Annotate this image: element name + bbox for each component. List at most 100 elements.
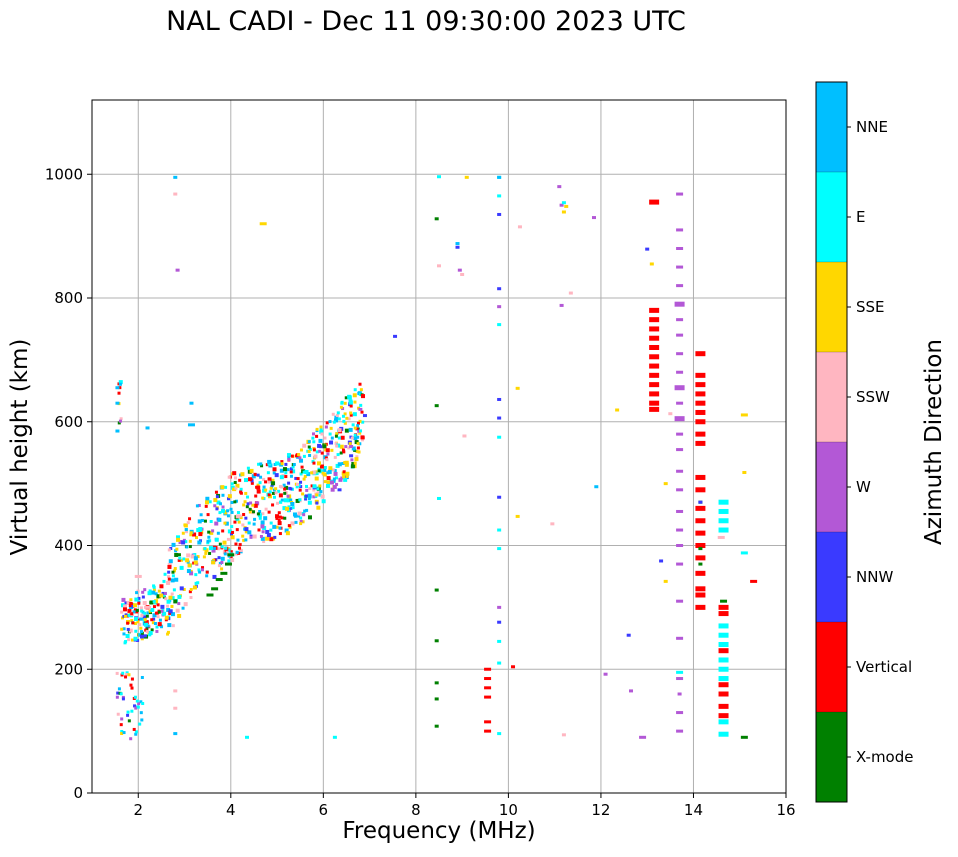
trace-echo (279, 468, 284, 473)
trace-echo (150, 628, 154, 632)
trace-echo (328, 420, 332, 424)
trace-echo (345, 474, 349, 478)
trace-echo (175, 608, 180, 613)
trace-echo (357, 391, 361, 395)
trace-echo (349, 404, 353, 408)
trace-echo (277, 511, 281, 515)
trace-echo (160, 604, 165, 609)
trace-echo (300, 465, 304, 469)
trace-echo (189, 587, 193, 591)
trace-echo (205, 496, 210, 501)
trace-echo (266, 471, 270, 475)
trace-echo (308, 495, 312, 499)
trace-echo (117, 421, 121, 425)
x-tick-label: 10 (499, 801, 518, 819)
trace-echo (170, 612, 175, 617)
trace-echo (308, 447, 312, 451)
trace-echo (302, 470, 306, 474)
trace-echo (279, 475, 284, 480)
trace-echo (229, 532, 233, 536)
trace-echo (334, 434, 338, 438)
trace-echo (214, 537, 219, 542)
trace-echo (162, 611, 167, 616)
trace-echo (307, 445, 311, 449)
trace-echo (259, 462, 263, 466)
trace-echo (360, 410, 364, 414)
trace-echo (145, 630, 149, 634)
trace-echo (186, 569, 191, 574)
echo-point (676, 711, 684, 715)
trace-echo (203, 547, 207, 551)
trace-echo (262, 540, 266, 544)
trace-echo (332, 479, 336, 483)
echo-point (497, 639, 502, 643)
trace-echo (124, 601, 128, 605)
trace-echo (278, 484, 282, 488)
trace-echo (255, 485, 259, 489)
trace-echo (122, 632, 126, 636)
trace-echo (214, 521, 219, 526)
trace-echo (356, 442, 360, 446)
trace-echo (217, 564, 221, 568)
trace-echo (230, 510, 234, 514)
trace-echo (227, 475, 231, 479)
low-echo (134, 732, 138, 736)
trace-echo (152, 617, 156, 621)
echo-point (434, 217, 439, 221)
trace-echo (192, 532, 197, 537)
echo-point (718, 623, 729, 629)
trace-echo (252, 510, 256, 514)
trace-echo (289, 467, 293, 471)
trace-echo (204, 548, 209, 553)
trace-echo (350, 458, 354, 462)
echo-point (649, 382, 660, 388)
trace-echo (163, 591, 167, 595)
trace-echo (220, 545, 224, 549)
trace-echo (322, 444, 327, 449)
trace-echo (134, 597, 139, 602)
trace-echo (267, 459, 272, 464)
low-echo (125, 671, 129, 675)
colorbar: X-mode Vertical NNW W SSW SSE E NNE (815, 81, 913, 803)
trace-echo (238, 478, 242, 482)
echo-point (695, 555, 706, 561)
trace-echo (136, 638, 140, 642)
echo-point (695, 431, 706, 437)
trace-echo (247, 521, 251, 525)
trace-echo (322, 472, 327, 477)
trace-echo (283, 491, 287, 495)
trace-echo (314, 495, 318, 499)
echo-point (559, 203, 564, 207)
colorbar-frame (815, 81, 848, 803)
echo-point (718, 731, 729, 737)
trace-echo (275, 516, 279, 520)
trace-echo (286, 468, 290, 472)
trace-echo (295, 498, 300, 503)
trace-echo (204, 500, 209, 505)
trace-echo (171, 542, 176, 547)
trace-echo (127, 613, 131, 617)
trace-echo (118, 382, 122, 386)
trace-echo (335, 413, 339, 417)
trace-echo (147, 591, 152, 596)
trace-echo (351, 423, 355, 427)
echo-point (259, 222, 267, 226)
y-tick-label: 600 (54, 413, 83, 431)
trace-echo (129, 598, 133, 602)
trace-echo (319, 490, 323, 494)
trace-echo (292, 512, 297, 517)
echo-point (484, 695, 492, 699)
trace-echo (206, 539, 210, 543)
trace-echo (218, 502, 222, 506)
trace-echo (259, 475, 263, 479)
trace-echo (221, 505, 225, 509)
low-echo (120, 732, 124, 736)
trace-echo (333, 471, 338, 476)
trace-echo (251, 474, 256, 479)
trace-echo (257, 462, 261, 466)
x-axis-ticks: 2 4 6 8 10 12 14 16 (133, 793, 796, 819)
trace-echo (290, 487, 294, 491)
trace-echo (229, 507, 233, 511)
trace-echo (177, 553, 181, 557)
trace-echo (278, 532, 282, 536)
